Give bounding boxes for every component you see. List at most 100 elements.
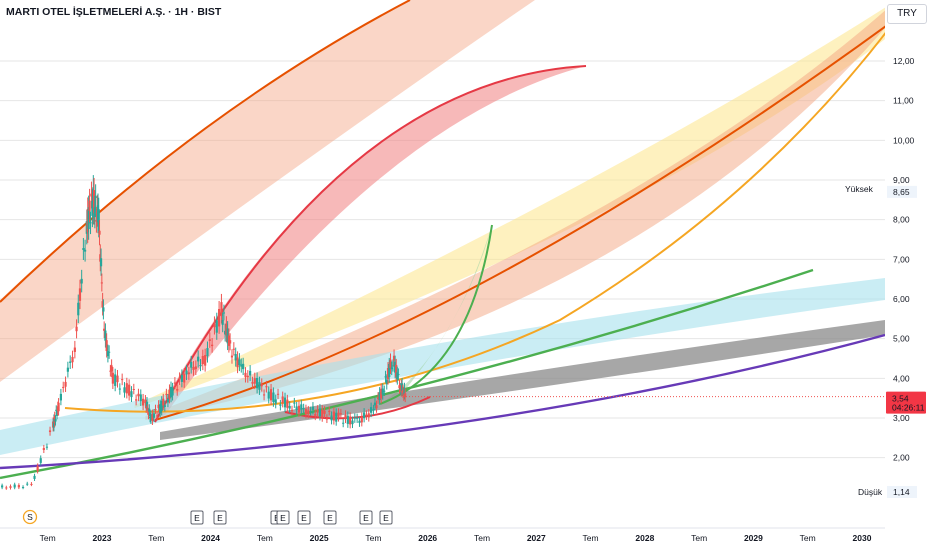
candle-body (295, 406, 298, 411)
candle-body (109, 370, 112, 372)
candle-body (183, 373, 186, 383)
candle-body (147, 412, 150, 415)
candle-body (230, 355, 234, 358)
price-tick-label: 10,00 (893, 135, 915, 145)
candle-body (226, 328, 229, 344)
time-tick-label: Tem (257, 533, 273, 543)
candle-body (367, 413, 370, 418)
event-badges[interactable]: SEEEEEEEE (22, 509, 393, 525)
candle-body (154, 409, 157, 411)
candle-body (314, 413, 317, 416)
earnings-badge (379, 510, 393, 525)
candle-body (197, 356, 200, 362)
candle-body (78, 288, 82, 301)
candle-body (321, 409, 324, 418)
candle-body (162, 398, 165, 406)
earnings-badge (276, 510, 290, 525)
candle-body (281, 396, 284, 403)
time-tick-label: Tem (365, 533, 381, 543)
currency-selector[interactable]: TRY (887, 4, 927, 24)
candle-body (397, 374, 400, 376)
candle-body (215, 320, 218, 333)
candle-body (1, 485, 4, 488)
earnings-badge-label: E (280, 513, 286, 523)
price-axis[interactable]: 2,00 3,00 4,00 5,00 6,00 7,00 8,00 9,00 10,00 11,… (845, 0, 932, 550)
candle-body (132, 389, 135, 391)
time-tick-label: Tem (148, 533, 164, 543)
candle-body (290, 410, 294, 412)
candle-body (232, 348, 235, 350)
candle-body (103, 328, 106, 331)
candle-body (213, 323, 216, 328)
candle-body (48, 430, 52, 433)
time-tick-label: 2024 (201, 533, 220, 543)
candle-body (286, 399, 289, 408)
candle-body (160, 400, 163, 411)
candle-body (87, 207, 90, 230)
candle-body (274, 399, 277, 404)
candle-body (194, 366, 197, 370)
earnings-badge-label: E (327, 513, 333, 523)
price-tick-label: 12,00 (893, 56, 915, 66)
candle-body (168, 389, 171, 399)
candle-body (360, 416, 363, 423)
time-tick-label: 2028 (635, 533, 654, 543)
candle-body (163, 405, 166, 407)
candle-body (9, 486, 12, 488)
candle-body (110, 365, 113, 372)
candle-body (137, 393, 140, 397)
candle-body (108, 351, 111, 353)
candle-body (201, 355, 204, 365)
dividend-badge (22, 509, 38, 525)
candle-body (123, 387, 126, 393)
candle-body (293, 402, 296, 404)
candle-body (211, 344, 214, 347)
candle-body (253, 378, 256, 384)
candle-body (169, 386, 173, 398)
candle-body (353, 417, 356, 419)
candle-body (335, 412, 338, 422)
low-label: Düşük (858, 487, 883, 497)
candle-body (33, 475, 36, 479)
candle-body (251, 382, 254, 384)
price-tick-label: 4,00 (893, 373, 910, 383)
candle-body (288, 405, 291, 409)
candle-body (125, 383, 128, 394)
candle-body (111, 372, 114, 384)
high-label: Yüksek (845, 184, 874, 194)
time-axis[interactable]: Tem 2023 Tem 2024 Tem 2025 Tem 2026 Tem 2027 Tem 20… (0, 527, 885, 543)
earnings-badge-label: E (363, 513, 369, 523)
candle-body (242, 363, 245, 370)
candle-body (97, 209, 100, 227)
candle-body (311, 406, 315, 410)
dividend-badge-label: S (27, 512, 33, 522)
candle-body (95, 220, 98, 222)
candle-body (69, 361, 72, 363)
candle-body (146, 408, 149, 410)
candle-body (258, 382, 261, 390)
price-tick-label: 7,00 (893, 254, 910, 264)
time-tick-label: 2030 (853, 533, 872, 543)
candle-body (98, 230, 101, 235)
fan-bands (0, 0, 898, 455)
candle-body (236, 357, 239, 368)
candle-body (304, 409, 308, 415)
candle-body (92, 190, 96, 214)
time-tick-label: 2027 (527, 533, 546, 543)
candle-body (318, 408, 322, 417)
candle-body (166, 398, 170, 403)
candle-body (384, 376, 387, 378)
candle-body (246, 375, 249, 378)
earnings-badge (323, 510, 337, 525)
candle-body (349, 416, 352, 425)
candle-body (363, 412, 366, 419)
candle-body (199, 365, 202, 367)
candle-body (145, 401, 149, 407)
candle-body (144, 399, 147, 404)
candle-body (380, 388, 383, 399)
earnings-badge (297, 510, 311, 525)
candle-body (142, 398, 145, 406)
time-tick-label: 2029 (744, 533, 763, 543)
candle-body (346, 415, 349, 424)
